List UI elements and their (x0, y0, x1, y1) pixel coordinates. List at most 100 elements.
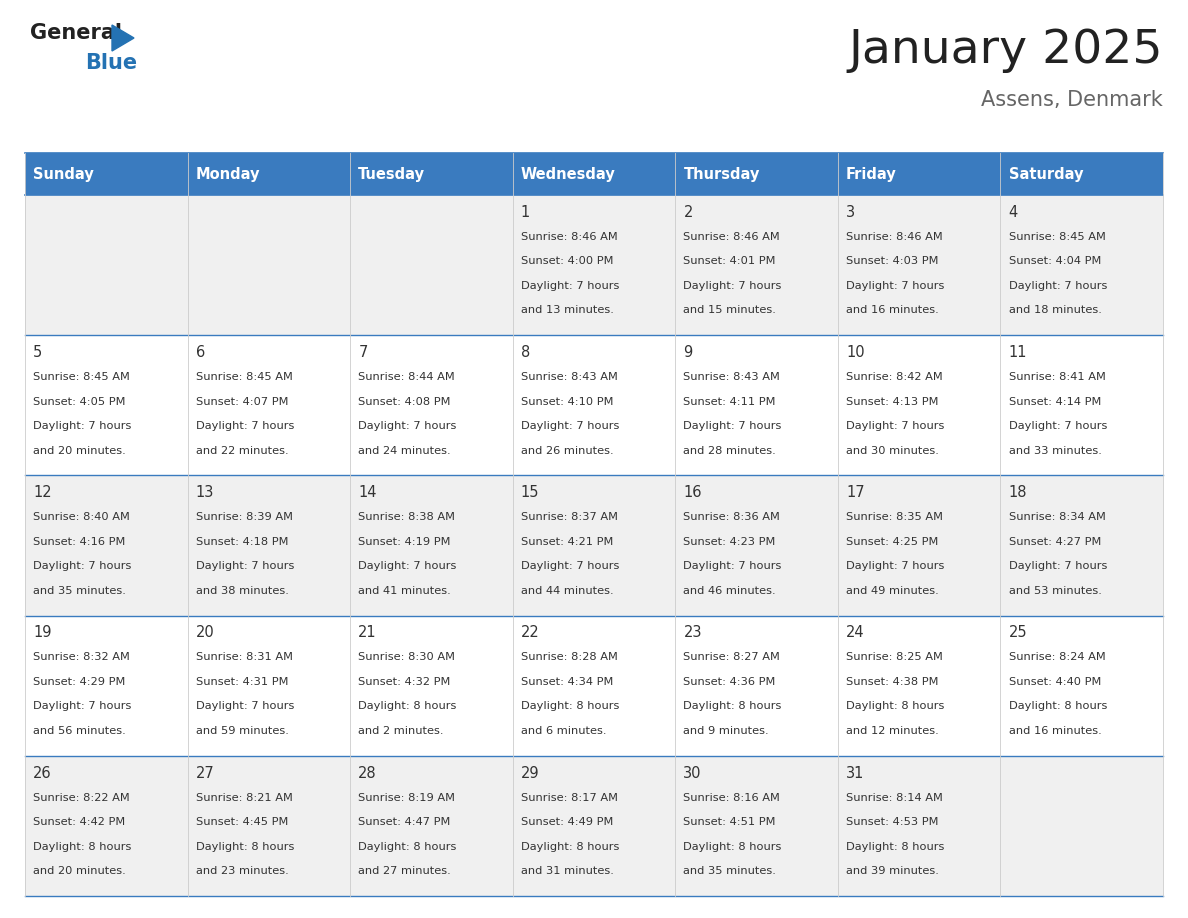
Bar (188, 335, 350, 476)
Text: Sunset: 4:29 PM: Sunset: 4:29 PM (33, 677, 126, 687)
Bar (1000, 335, 1163, 476)
Text: Assens, Denmark: Assens, Denmark (981, 90, 1163, 110)
Text: Wednesday: Wednesday (520, 166, 615, 182)
Text: 14: 14 (359, 486, 377, 500)
Text: Sunset: 4:40 PM: Sunset: 4:40 PM (1009, 677, 1101, 687)
Text: Daylight: 7 hours: Daylight: 7 hours (683, 421, 782, 431)
Text: Sunrise: 8:36 AM: Sunrise: 8:36 AM (683, 512, 781, 522)
Text: 25: 25 (1009, 625, 1028, 641)
Bar (188, 616, 350, 756)
Text: Daylight: 7 hours: Daylight: 7 hours (196, 701, 295, 711)
Text: 11: 11 (1009, 345, 1028, 360)
Text: Sunset: 4:08 PM: Sunset: 4:08 PM (359, 397, 450, 407)
Bar (1000, 195, 1163, 335)
Text: and 16 minutes.: and 16 minutes. (846, 306, 939, 316)
Text: Daylight: 7 hours: Daylight: 7 hours (1009, 421, 1107, 431)
Text: and 13 minutes.: and 13 minutes. (520, 306, 614, 316)
Text: Sunset: 4:45 PM: Sunset: 4:45 PM (196, 817, 287, 827)
Text: Sunset: 4:03 PM: Sunset: 4:03 PM (846, 256, 939, 266)
Text: General: General (30, 23, 122, 43)
Text: Daylight: 8 hours: Daylight: 8 hours (520, 701, 619, 711)
Text: Sunrise: 8:45 AM: Sunrise: 8:45 AM (196, 372, 292, 382)
Text: and 33 minutes.: and 33 minutes. (1009, 445, 1101, 455)
Text: 28: 28 (359, 766, 377, 780)
Text: Sunrise: 8:46 AM: Sunrise: 8:46 AM (683, 232, 781, 241)
Bar (25, 195, 188, 335)
Text: Daylight: 7 hours: Daylight: 7 hours (33, 421, 132, 431)
Text: Sunset: 4:34 PM: Sunset: 4:34 PM (520, 677, 613, 687)
Text: 27: 27 (196, 766, 215, 780)
Text: Daylight: 8 hours: Daylight: 8 hours (359, 701, 456, 711)
Text: Saturday: Saturday (1009, 166, 1083, 182)
Text: Sunset: 4:53 PM: Sunset: 4:53 PM (846, 817, 939, 827)
Text: Sunset: 4:32 PM: Sunset: 4:32 PM (359, 677, 450, 687)
Text: Sunset: 4:38 PM: Sunset: 4:38 PM (846, 677, 939, 687)
Bar (675, 476, 838, 616)
Text: and 44 minutes.: and 44 minutes. (520, 586, 613, 596)
Text: Friday: Friday (846, 166, 897, 182)
Text: Sunset: 4:23 PM: Sunset: 4:23 PM (683, 537, 776, 547)
Text: Daylight: 7 hours: Daylight: 7 hours (846, 281, 944, 291)
Text: and 18 minutes.: and 18 minutes. (1009, 306, 1101, 316)
Text: Sunset: 4:42 PM: Sunset: 4:42 PM (33, 817, 126, 827)
Text: Sunset: 4:05 PM: Sunset: 4:05 PM (33, 397, 126, 407)
Text: and 24 minutes.: and 24 minutes. (359, 445, 451, 455)
Bar (25, 153, 188, 195)
Bar (838, 616, 1000, 756)
Text: Daylight: 8 hours: Daylight: 8 hours (846, 701, 944, 711)
Text: Daylight: 8 hours: Daylight: 8 hours (683, 701, 782, 711)
Text: Sunset: 4:00 PM: Sunset: 4:00 PM (520, 256, 613, 266)
Text: 9: 9 (683, 345, 693, 360)
Text: 13: 13 (196, 486, 214, 500)
Bar (513, 195, 675, 335)
Text: Daylight: 7 hours: Daylight: 7 hours (846, 561, 944, 571)
Bar (675, 195, 838, 335)
Text: Daylight: 7 hours: Daylight: 7 hours (33, 561, 132, 571)
Text: Sunrise: 8:31 AM: Sunrise: 8:31 AM (196, 653, 292, 663)
Text: and 30 minutes.: and 30 minutes. (846, 445, 939, 455)
Text: 5: 5 (33, 345, 43, 360)
Bar (25, 616, 188, 756)
Bar (350, 153, 513, 195)
Text: January 2025: January 2025 (848, 28, 1163, 73)
Text: Sunrise: 8:24 AM: Sunrise: 8:24 AM (1009, 653, 1105, 663)
Text: Sunset: 4:04 PM: Sunset: 4:04 PM (1009, 256, 1101, 266)
Text: and 39 minutes.: and 39 minutes. (846, 867, 939, 876)
Text: Daylight: 7 hours: Daylight: 7 hours (33, 701, 132, 711)
Text: Sunrise: 8:37 AM: Sunrise: 8:37 AM (520, 512, 618, 522)
Bar (350, 756, 513, 896)
Bar (25, 476, 188, 616)
Text: and 20 minutes.: and 20 minutes. (33, 867, 126, 876)
Text: and 56 minutes.: and 56 minutes. (33, 726, 126, 736)
Text: Sunrise: 8:42 AM: Sunrise: 8:42 AM (846, 372, 943, 382)
Text: and 49 minutes.: and 49 minutes. (846, 586, 939, 596)
Text: Sunrise: 8:16 AM: Sunrise: 8:16 AM (683, 792, 781, 802)
Bar (188, 476, 350, 616)
Text: 30: 30 (683, 766, 702, 780)
Bar (675, 756, 838, 896)
Bar (675, 335, 838, 476)
Polygon shape (112, 25, 134, 51)
Text: Daylight: 7 hours: Daylight: 7 hours (1009, 281, 1107, 291)
Text: Sunrise: 8:40 AM: Sunrise: 8:40 AM (33, 512, 129, 522)
Text: Blue: Blue (86, 53, 137, 73)
Text: and 16 minutes.: and 16 minutes. (1009, 726, 1101, 736)
Bar (1000, 616, 1163, 756)
Text: Sunrise: 8:34 AM: Sunrise: 8:34 AM (1009, 512, 1105, 522)
Text: 4: 4 (1009, 205, 1018, 219)
Text: 17: 17 (846, 486, 865, 500)
Text: Sunday: Sunday (33, 166, 94, 182)
Bar (188, 153, 350, 195)
Text: and 46 minutes.: and 46 minutes. (683, 586, 776, 596)
Text: 7: 7 (359, 345, 367, 360)
Text: 21: 21 (359, 625, 377, 641)
Bar (838, 153, 1000, 195)
Text: 10: 10 (846, 345, 865, 360)
Text: Sunrise: 8:28 AM: Sunrise: 8:28 AM (520, 653, 618, 663)
Text: Daylight: 7 hours: Daylight: 7 hours (520, 421, 619, 431)
Text: Daylight: 7 hours: Daylight: 7 hours (1009, 561, 1107, 571)
Text: Sunset: 4:31 PM: Sunset: 4:31 PM (196, 677, 289, 687)
Text: Daylight: 8 hours: Daylight: 8 hours (196, 842, 295, 852)
Bar (513, 616, 675, 756)
Text: Daylight: 7 hours: Daylight: 7 hours (683, 281, 782, 291)
